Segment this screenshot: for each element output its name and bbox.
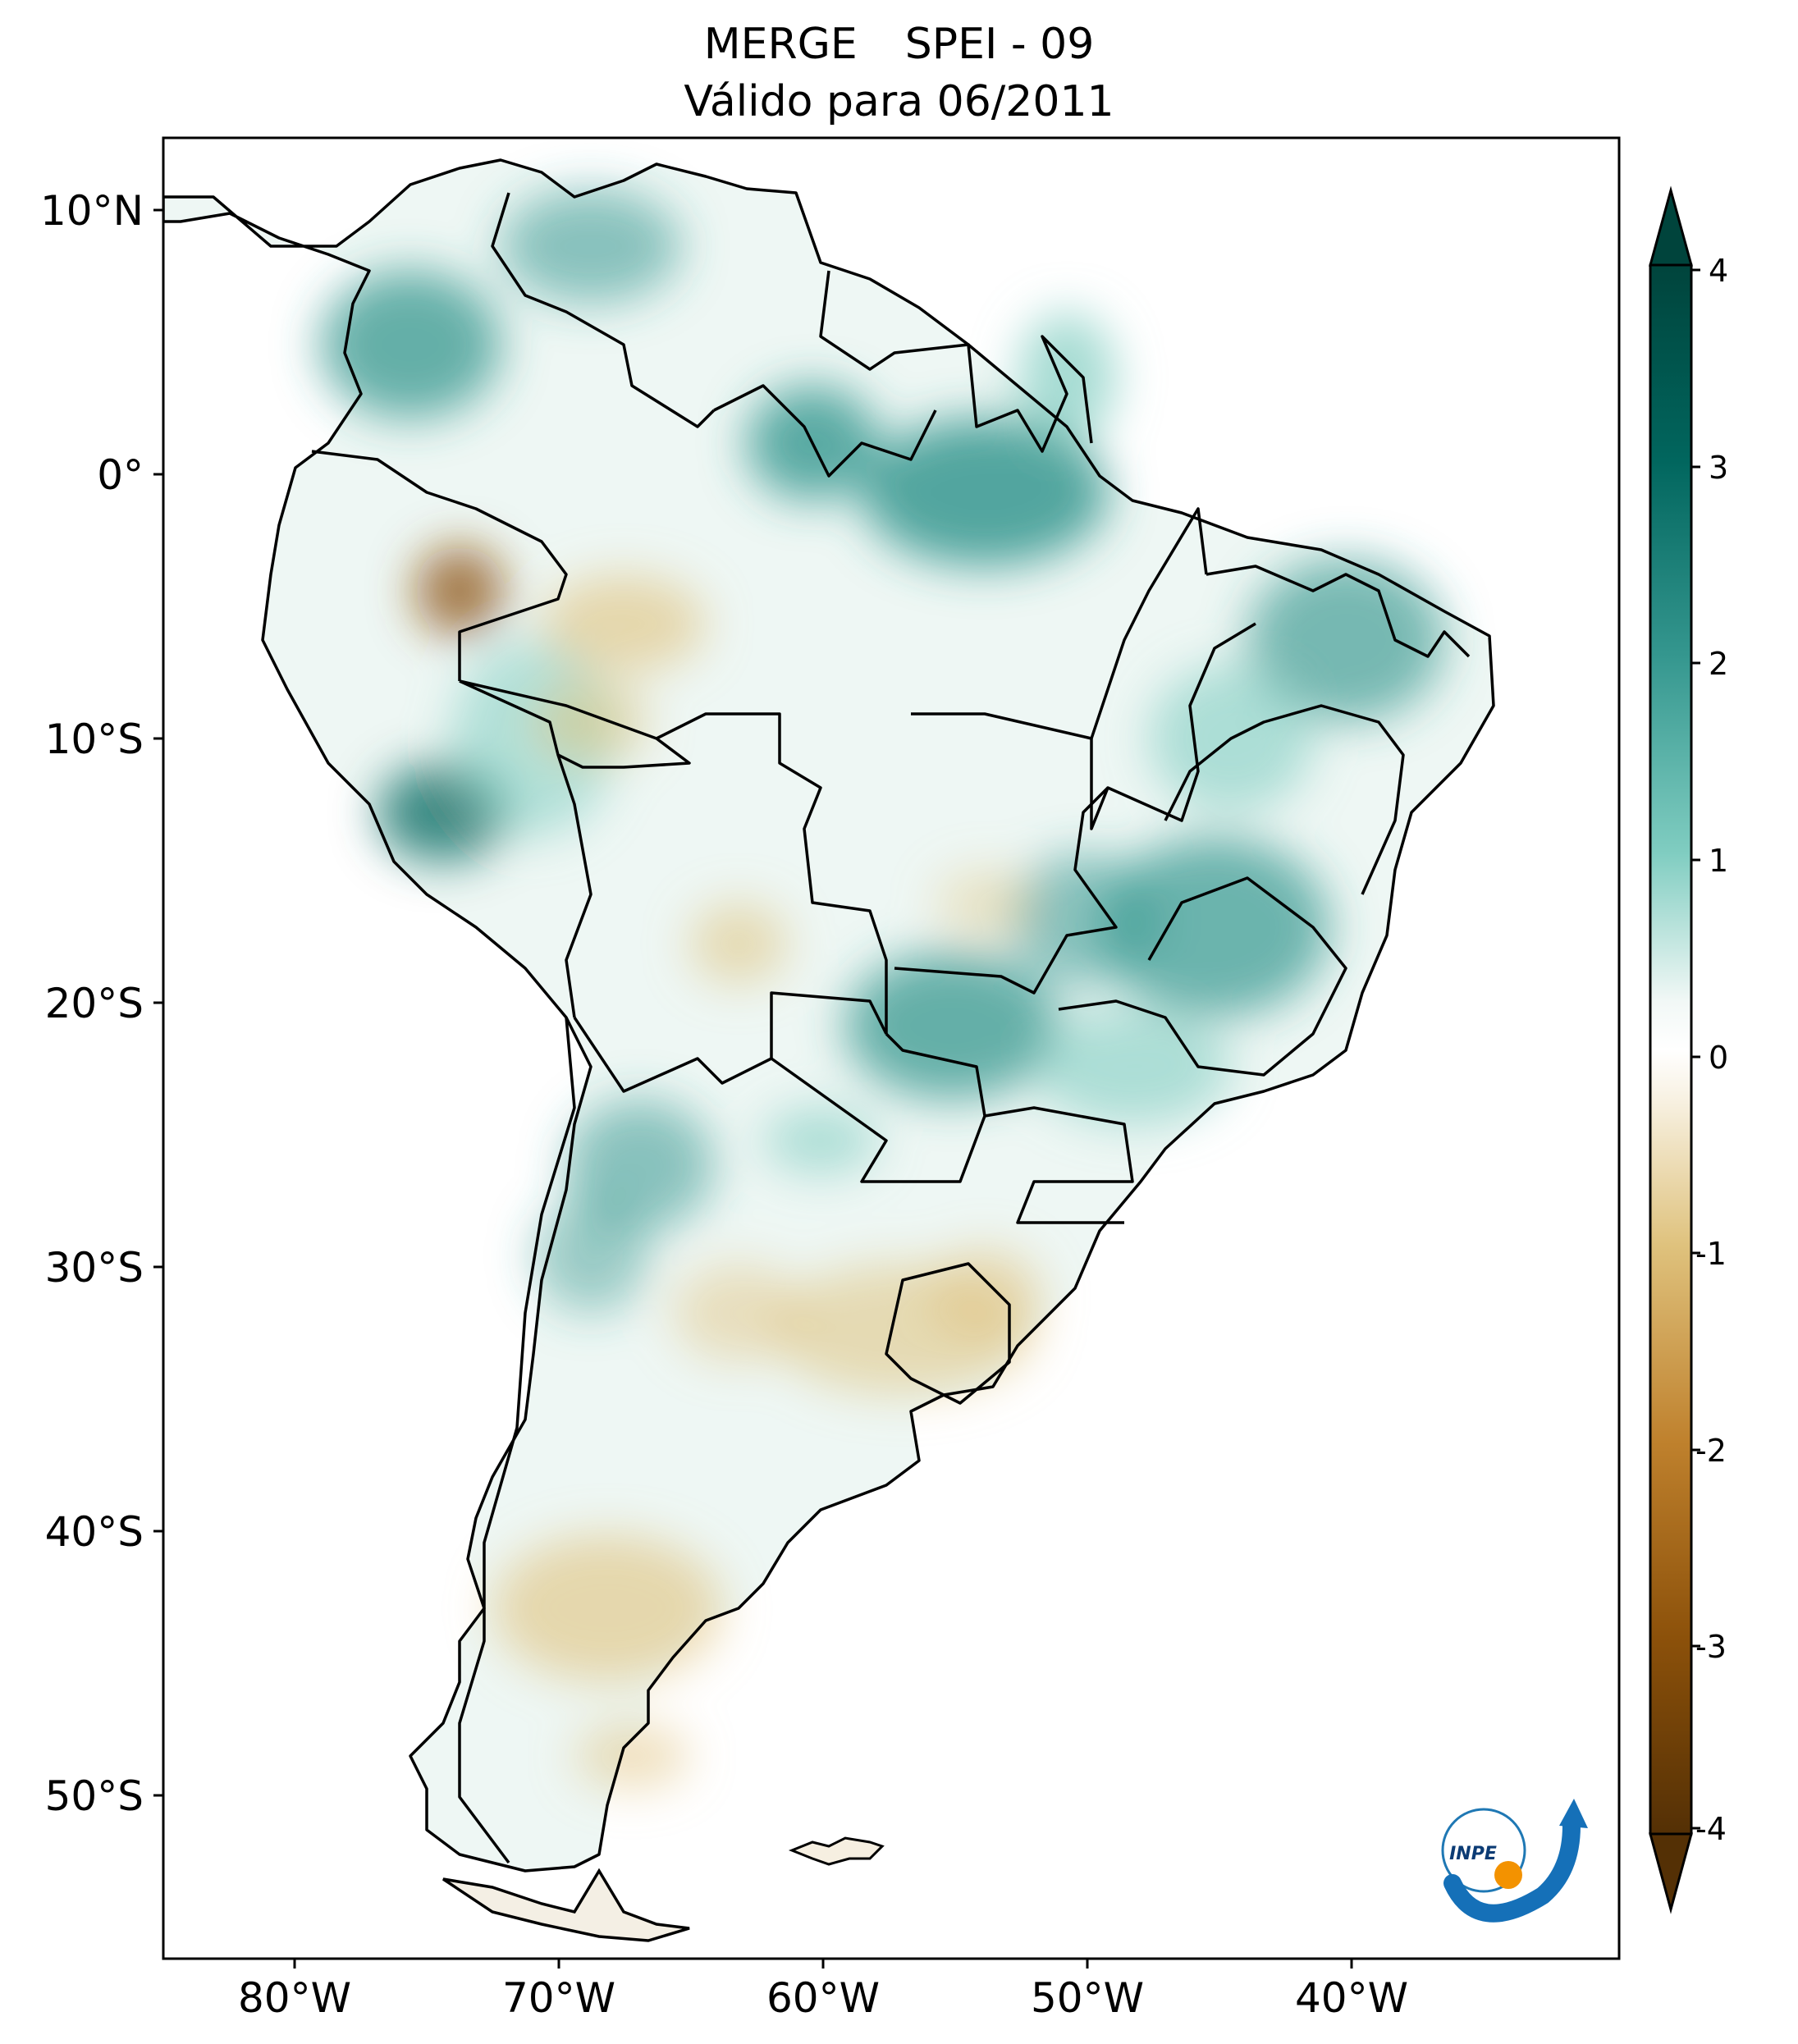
tierra-del-fuego [442,1868,690,1942]
map-title: MERGE SPEI - 09 [0,20,1798,69]
lat-tick-label: 30°S [45,1244,144,1292]
lat-tick-label: 0° [97,451,144,499]
dataset-name: MERGE [703,20,858,69]
border-colombia-peru-ecuador [311,450,568,681]
colorbar-gradient [1649,263,1693,1836]
colorbar-tick-label: -1 [1695,1236,1727,1272]
colorbar-tick-label: 0 [1709,1040,1728,1076]
map-frame [162,136,1621,1960]
border-chile-argentina [458,1017,576,1864]
border-brazil-states-interior [1090,622,1256,830]
border-brazil-states-northeast [1206,565,1471,658]
colorbar-tick-label: -4 [1695,1811,1727,1847]
latitude-axis: 10°N 0° 10°S 20°S 30°S 40°S 50°S [40,187,163,1820]
map-area [163,158,1495,1942]
colorbar-tick-label: -3 [1695,1629,1727,1665]
colorbar-tick-label: -2 [1695,1433,1727,1469]
border-paraguay [770,1032,986,1183]
colorbar-tick-label: 4 [1709,253,1728,289]
colorbar-bottom-arrow [1649,1832,1693,1914]
lon-tick-label: 40°W [1295,1974,1408,2022]
coastline [163,158,1495,1873]
border-brazil-states-north [911,507,1208,740]
border-venezuela-brazil [713,384,937,478]
lon-tick-label: 50°W [1031,1974,1144,2022]
border-brazil-states-south [984,1106,1134,1224]
lat-tick-label: 40°S [45,1508,144,1556]
logo-text: INPE [1449,1844,1497,1864]
lon-tick-label: 80°W [238,1974,351,2022]
longitude-axis: 80°W 70°W 60°W 50°W 40°W [238,1959,1408,2022]
lon-tick-label: 60°W [766,1974,880,2022]
colorbar-top-arrow [1649,185,1693,267]
map-subtitle: Válido para 06/2011 [684,77,1114,126]
falkland-islands [788,1836,885,1866]
political-borders [311,192,1471,1864]
lat-tick-label: 10°S [45,716,144,763]
border-guianas [819,270,1093,453]
border-brazil-states-central [894,786,1118,995]
colorbar-tick-label: 2 [1709,646,1728,682]
index-name: SPEI - 09 [904,20,1095,69]
inpe-logo: INPE [1441,1799,1588,1923]
colorbar-tick-label: 3 [1709,450,1728,486]
border-brazil-states-southeast [1058,876,1347,1077]
lat-tick-label: 20°S [45,980,144,1027]
lat-tick-label: 50°S [45,1772,144,1820]
border-bolivia-paraguay-argentina [573,991,888,1093]
colorbar-tick-label: 1 [1709,843,1728,879]
border-brazil-states-east [1164,704,1405,895]
border-brazil-peru [459,679,691,769]
border-brazil-bolivia [656,712,888,1034]
colorbar: 4 3 2 1 0 -1 -2 -3 -4 [1649,185,1728,1914]
lon-tick-label: 70°W [502,1974,615,2022]
border-colombia-venezuela [491,192,716,428]
border-uruguay [885,1262,1011,1405]
border-peru-bolivia [556,754,592,1018]
lat-tick-label: 10°N [40,187,144,235]
